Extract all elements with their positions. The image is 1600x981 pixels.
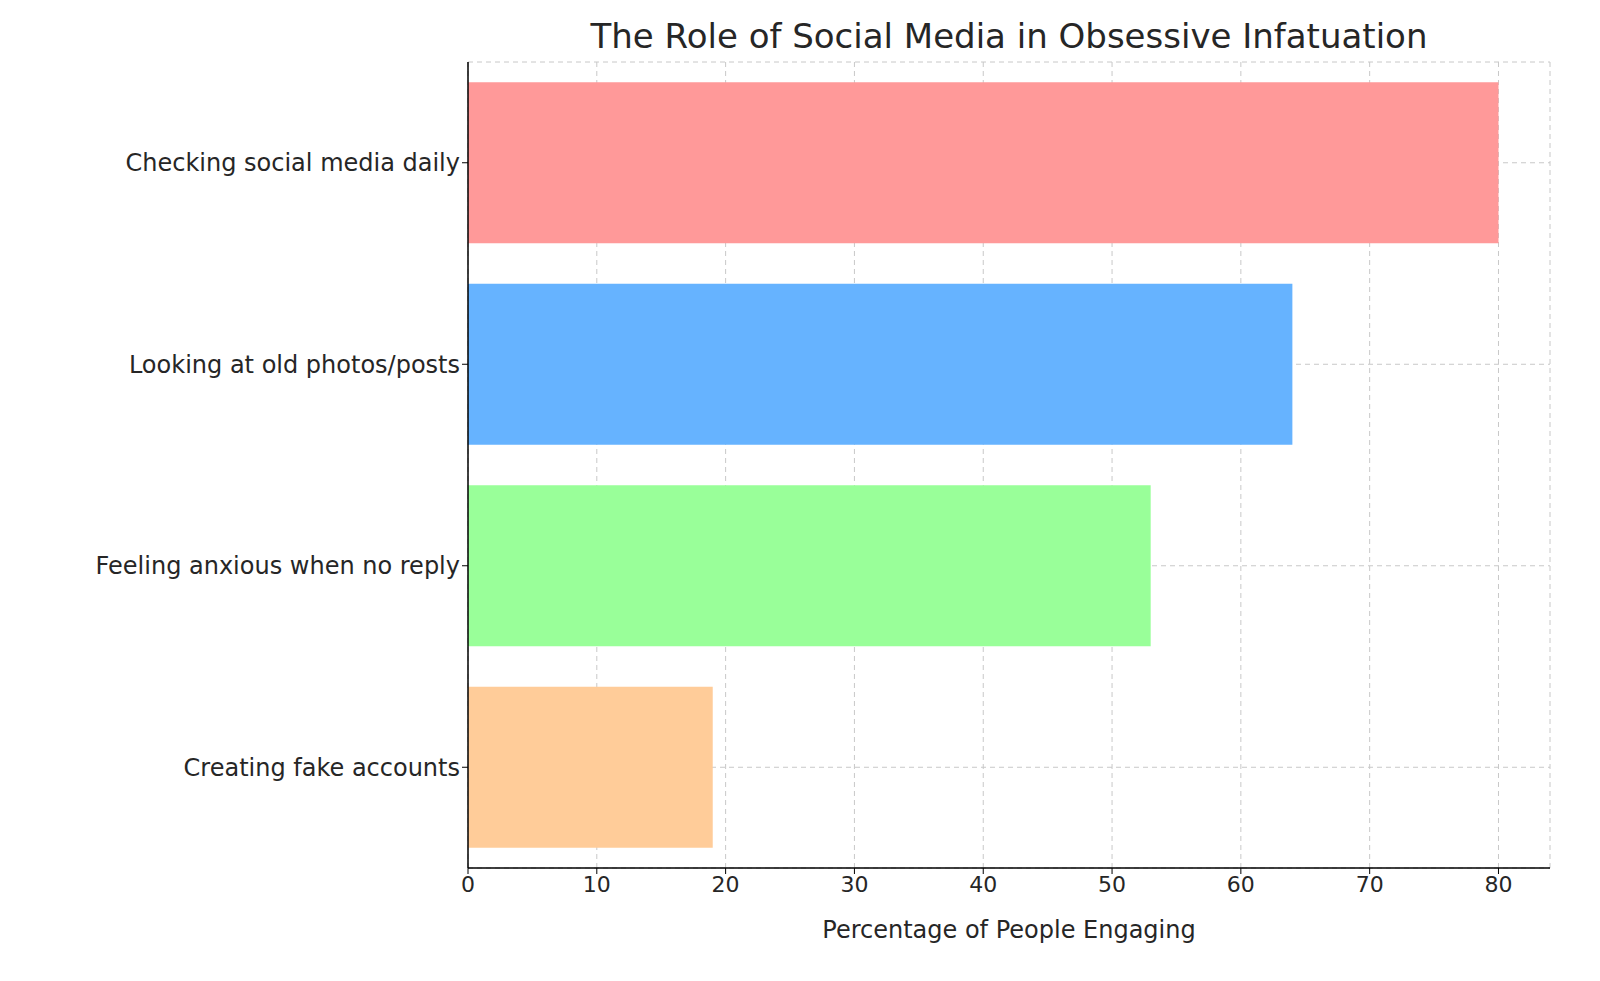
svg-text:30: 30 bbox=[840, 872, 868, 897]
html-text:The Role of Social Media in Ob: The Role of Social Media in Obsessive In… bbox=[590, 16, 1428, 56]
svg-text:Percentage of People Engaging: Percentage of People Engaging bbox=[822, 916, 1195, 944]
svg-text:Checking social media daily: Checking social media daily bbox=[126, 149, 461, 177]
svg-text:50: 50 bbox=[1098, 872, 1126, 897]
svg-text:Looking at old photos/posts: Looking at old photos/posts bbox=[129, 351, 460, 379]
svg-text:Creating fake accounts: Creating fake accounts bbox=[184, 754, 460, 782]
svg-text:40: 40 bbox=[969, 872, 997, 897]
svg-text:Feeling anxious when no reply: Feeling anxious when no reply bbox=[96, 552, 460, 580]
svg-text:70: 70 bbox=[1356, 872, 1384, 897]
svg-text:0: 0 bbox=[461, 872, 475, 897]
svg-text:60: 60 bbox=[1227, 872, 1255, 897]
svg-text:80: 80 bbox=[1484, 872, 1512, 897]
svg-text:10: 10 bbox=[583, 872, 611, 897]
svg-text:20: 20 bbox=[712, 872, 740, 897]
